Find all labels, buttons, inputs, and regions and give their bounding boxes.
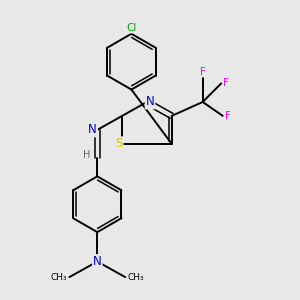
Text: H: H: [83, 150, 90, 160]
Text: CH₃: CH₃: [128, 273, 144, 282]
Text: F: F: [200, 67, 206, 76]
Text: S: S: [115, 137, 123, 150]
Text: F: F: [223, 78, 229, 88]
Text: N: N: [146, 95, 154, 109]
Text: Cl: Cl: [126, 22, 136, 33]
Text: N: N: [93, 255, 102, 268]
Text: CH₃: CH₃: [50, 273, 67, 282]
Text: N: N: [88, 123, 97, 136]
Text: F: F: [224, 111, 230, 121]
